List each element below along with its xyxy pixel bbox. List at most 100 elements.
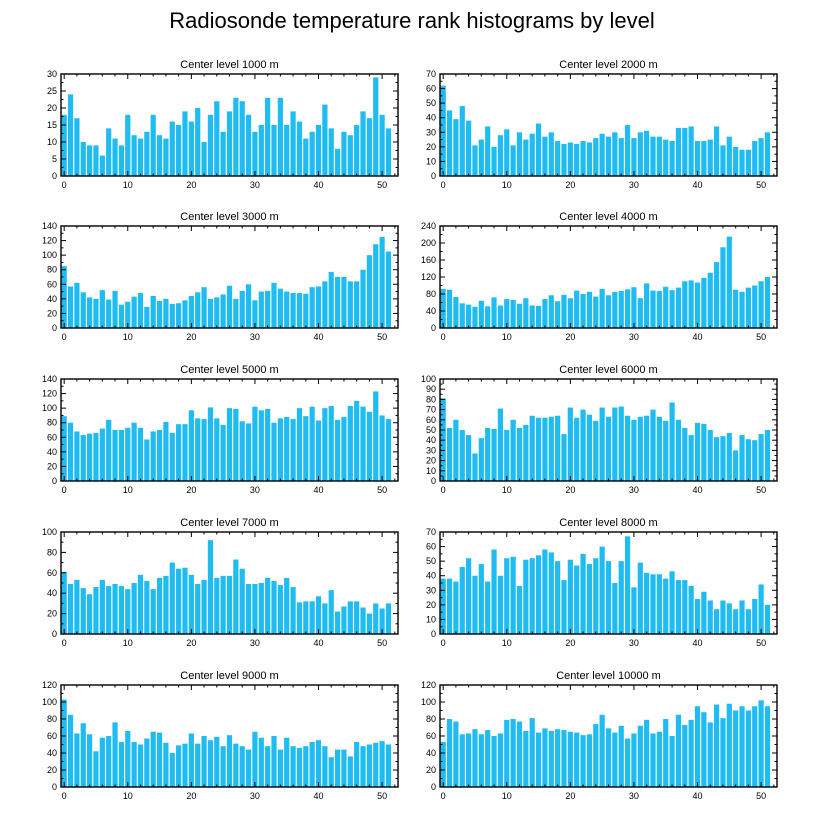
histogram-bar bbox=[137, 744, 144, 787]
y-tick-label: 0 bbox=[431, 476, 436, 486]
y-tick-label: 200 bbox=[421, 238, 436, 248]
histogram-bar bbox=[478, 734, 484, 787]
histogram-bar bbox=[688, 126, 694, 176]
histogram-bar bbox=[618, 725, 624, 787]
histogram-bar bbox=[491, 549, 497, 634]
histogram-bar bbox=[150, 431, 156, 481]
histogram-bar bbox=[599, 407, 605, 481]
y-tick-label: 30 bbox=[47, 69, 57, 79]
histogram-bar bbox=[605, 136, 612, 176]
histogram-bar bbox=[258, 583, 264, 634]
histogram-bar bbox=[523, 730, 529, 787]
histogram-bar bbox=[586, 414, 593, 481]
histogram-bar bbox=[694, 141, 701, 176]
histogram-bar bbox=[764, 277, 771, 328]
histogram-bar bbox=[277, 97, 283, 176]
histogram-bar bbox=[637, 725, 643, 787]
histogram-bar bbox=[752, 440, 758, 481]
histogram-bar bbox=[593, 296, 599, 328]
histogram-bar bbox=[112, 722, 118, 787]
y-tick-label: 30 bbox=[426, 445, 436, 455]
x-tick-label: 50 bbox=[377, 791, 387, 801]
histogram-bar bbox=[87, 594, 93, 634]
histogram-bar bbox=[366, 118, 372, 176]
histogram-bar bbox=[631, 587, 637, 634]
histogram-bar bbox=[644, 572, 650, 634]
histogram-bar bbox=[694, 282, 701, 328]
histogram-bar bbox=[182, 743, 188, 787]
histogram-bar bbox=[277, 418, 283, 481]
x-tick-label: 50 bbox=[377, 180, 387, 190]
y-tick-label: 140 bbox=[42, 374, 57, 384]
x-tick-label: 0 bbox=[62, 180, 67, 190]
x-tick-label: 40 bbox=[693, 180, 703, 190]
histogram-bar bbox=[245, 284, 252, 328]
histogram-bar bbox=[67, 584, 74, 634]
x-tick-label: 10 bbox=[502, 638, 512, 648]
histogram-bar bbox=[726, 433, 732, 481]
x-tick-label: 30 bbox=[250, 485, 260, 495]
histogram-bar bbox=[61, 416, 67, 481]
histogram-bar bbox=[233, 298, 239, 328]
histogram-bar bbox=[195, 418, 201, 481]
y-tick-label: 25 bbox=[47, 86, 57, 96]
histogram-bar bbox=[99, 579, 105, 634]
x-tick-label: 30 bbox=[629, 332, 639, 342]
histogram-bar bbox=[258, 737, 264, 787]
histogram-bar bbox=[497, 733, 504, 787]
histogram-bar bbox=[182, 424, 188, 481]
histogram-bar bbox=[271, 736, 277, 787]
x-tick-label: 40 bbox=[314, 485, 324, 495]
histogram-bar bbox=[631, 733, 637, 787]
histogram-bar bbox=[605, 416, 612, 481]
histogram-bar bbox=[713, 126, 720, 176]
y-tick-label: 120 bbox=[42, 236, 57, 246]
histogram-bar bbox=[713, 437, 720, 481]
histogram-bar bbox=[277, 585, 283, 634]
histogram-panel: Center level 9000 m 0 10 20 30 40 50 0 20 40 60 80 1… bbox=[42, 670, 399, 801]
histogram-bar bbox=[271, 125, 277, 176]
histogram-bar bbox=[555, 729, 561, 787]
histogram-bar bbox=[612, 732, 618, 787]
histogram-bar bbox=[593, 138, 599, 176]
y-tick-label: 40 bbox=[426, 571, 436, 581]
x-tick-label: 30 bbox=[250, 638, 260, 648]
histogram-bar bbox=[733, 289, 739, 328]
x-tick-label: 30 bbox=[250, 180, 260, 190]
histogram-bar bbox=[529, 718, 535, 787]
histogram-bar bbox=[61, 114, 67, 176]
histogram-bar bbox=[373, 742, 379, 787]
histogram-bar bbox=[701, 277, 707, 328]
histogram-bar bbox=[379, 608, 385, 634]
histogram-bar bbox=[440, 85, 446, 176]
histogram-bar bbox=[688, 585, 694, 634]
x-tick-label: 0 bbox=[441, 332, 446, 342]
histogram-bar bbox=[574, 290, 580, 328]
histogram-bar bbox=[688, 435, 694, 481]
histogram-bar bbox=[764, 706, 771, 787]
histogram-bar bbox=[618, 561, 624, 634]
y-tick-label: 60 bbox=[426, 415, 436, 425]
y-tick-label: 100 bbox=[421, 374, 436, 384]
x-tick-label: 40 bbox=[314, 791, 324, 801]
histogram-bar bbox=[720, 600, 726, 634]
histogram-bar bbox=[125, 114, 131, 176]
histogram-bar bbox=[252, 406, 258, 481]
x-tick-label: 40 bbox=[314, 332, 324, 342]
histogram-bar bbox=[485, 126, 491, 176]
histogram-bar bbox=[523, 424, 529, 481]
histogram-bar bbox=[688, 719, 694, 787]
histogram-bar bbox=[182, 567, 188, 634]
histogram-bar bbox=[764, 604, 771, 634]
histogram-bar bbox=[360, 746, 366, 787]
histogram-bar bbox=[612, 407, 618, 481]
histogram-bar bbox=[669, 402, 675, 481]
histogram-bar bbox=[548, 552, 554, 634]
histogram-bar bbox=[144, 580, 150, 634]
x-tick-label: 20 bbox=[186, 332, 196, 342]
histogram-bar bbox=[176, 568, 182, 634]
histogram-bar bbox=[510, 719, 516, 787]
histogram-bar bbox=[99, 737, 105, 787]
histogram-bar bbox=[385, 603, 392, 634]
histogram-bar bbox=[682, 127, 688, 176]
